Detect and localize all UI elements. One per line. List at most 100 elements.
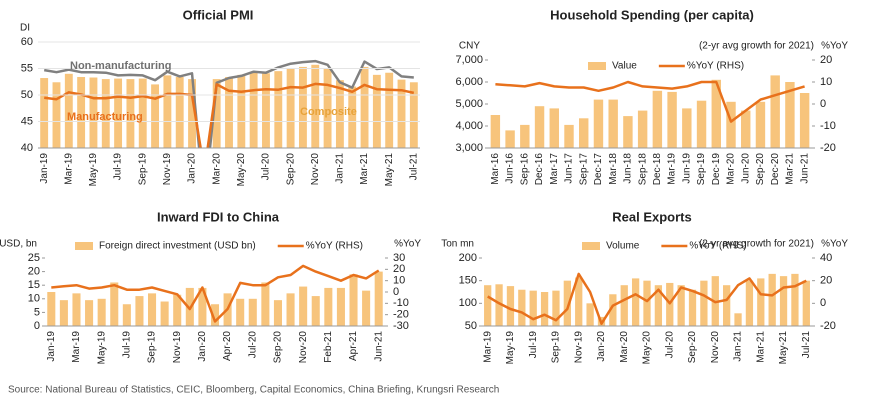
legend-label: Foreign direct investment (USD bn) [99, 241, 256, 252]
x-tick-label: Jul-20 [247, 331, 258, 359]
bar [47, 292, 56, 326]
x-tick-label: Sep-16 [519, 153, 530, 186]
plot [40, 59, 418, 207]
bar [564, 124, 574, 148]
bar [643, 280, 651, 326]
bar [723, 285, 731, 326]
y2-tick-label: 0 [393, 286, 399, 298]
bar [335, 80, 344, 148]
y2-tick-label: 10 [820, 76, 832, 88]
x-tick-label: Apr-20 [222, 331, 233, 361]
bar [409, 82, 418, 148]
y-tick-label: 200 [459, 252, 477, 264]
line [51, 264, 380, 323]
y-tick-label: 45 [21, 115, 33, 127]
bar [374, 271, 383, 326]
y-tick-label: 40 [21, 142, 33, 154]
bar [200, 148, 208, 207]
x-tick-label: Sep-17 [578, 153, 589, 186]
bar [323, 67, 332, 148]
x-tick-label: Jul-20 [261, 153, 272, 181]
x-tick-label: Mar-19 [482, 331, 493, 363]
bar [734, 313, 742, 326]
y2-tick-label: -10 [820, 120, 836, 132]
bar [785, 82, 795, 148]
x-tick-label: Jul-19 [121, 331, 132, 359]
y2-tick-label: -20 [393, 309, 409, 321]
x-tick-label: Dec-16 [534, 153, 545, 186]
legend-label: %YoY (RHS) [306, 241, 363, 252]
y2-tick-label: 20 [820, 275, 832, 287]
x-tick-label: Sep-19 [147, 331, 158, 364]
x-tick-label: Sep-20 [755, 153, 766, 186]
y-tick-label: 7,000 [455, 54, 483, 66]
y-tick-label: 25 [28, 252, 40, 264]
y2-axis-title: %YoY [821, 41, 848, 52]
x-tick-label: Sep-20 [273, 331, 284, 364]
y-tick-label: 5 [34, 306, 40, 318]
bar [768, 273, 776, 326]
bar [623, 116, 633, 148]
bar [173, 294, 182, 326]
bar [654, 285, 663, 326]
bar [770, 75, 780, 148]
x-tick-label: Jun-17 [564, 153, 575, 184]
x-tick-label: Nov-19 [172, 331, 183, 364]
bar [484, 285, 492, 326]
x-tick-label: Jul-20 [664, 331, 675, 359]
bar [677, 285, 685, 326]
x-tick-label: Mar-21 [755, 331, 766, 363]
bar [225, 76, 233, 148]
bar [72, 293, 81, 326]
bar [110, 282, 119, 326]
x-tick-label: Nov-19 [573, 331, 584, 364]
y2-tick-label: 30 [393, 252, 405, 264]
series-label: Composite [300, 106, 357, 118]
chart-title: Real Exports [612, 209, 691, 224]
x-tick-label: Mar-16 [490, 153, 501, 185]
bar [593, 99, 604, 148]
x-tick-label: Mar-19 [63, 153, 74, 185]
source-note: Source: National Bureau of Statistics, C… [8, 385, 499, 396]
y2-tick-label: -20 [820, 142, 836, 154]
bar [575, 277, 583, 326]
x-tick-label: Mar-19 [71, 331, 82, 363]
x-tick-label: Jul-19 [113, 153, 124, 181]
line [43, 59, 414, 148]
bar [114, 78, 123, 148]
bar [286, 67, 295, 148]
chart-title: Official PMI [183, 7, 254, 22]
bar [299, 286, 308, 326]
x-tick-label: Jun-21 [799, 153, 810, 184]
x-tick-label: May-20 [642, 331, 653, 365]
plot [490, 75, 810, 148]
x-tick-label: Mar-21 [785, 153, 796, 185]
y-axis-title: DI [20, 23, 30, 34]
y2-tick-label: 0 [820, 98, 826, 110]
bar [175, 76, 184, 148]
bar [490, 115, 501, 148]
bar [122, 304, 131, 326]
bar [549, 108, 559, 148]
bar [248, 298, 257, 326]
y2-tick-label: 0 [820, 297, 826, 309]
bar [262, 73, 270, 148]
x-tick-label: Nov-20 [310, 153, 321, 186]
bar [688, 289, 697, 326]
bar [135, 296, 144, 326]
bar [126, 79, 135, 148]
bar [138, 78, 147, 148]
bar [608, 99, 618, 148]
x-tick-label: Sep-18 [637, 153, 648, 186]
x-tick-label: Jan-19 [46, 331, 57, 362]
x-tick-label: Mar-19 [667, 153, 678, 185]
axis-note: (2-yr avg growth for 2021) [699, 239, 814, 250]
x-tick-label: Jul-21 [408, 153, 419, 181]
bar [631, 278, 640, 326]
y-tick-label: 15 [28, 279, 40, 291]
x-tick-label: Dec-19 [711, 153, 722, 186]
bar [741, 110, 751, 148]
y-tick-label: 0 [34, 320, 40, 332]
y2-tick-label: -20 [820, 320, 836, 332]
line [487, 272, 807, 325]
